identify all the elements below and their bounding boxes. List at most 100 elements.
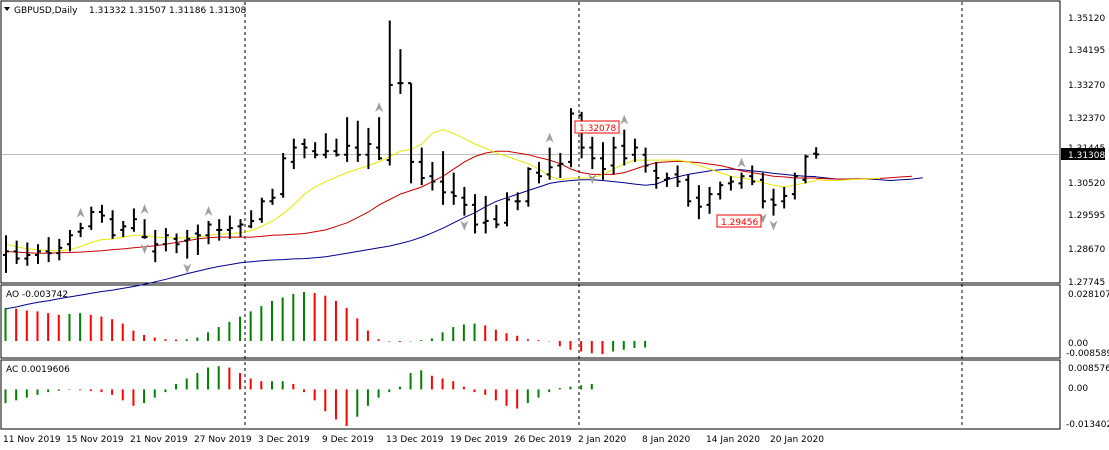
ohlc-bar <box>194 224 201 255</box>
ao-label: AO -0.003742 <box>6 290 68 300</box>
low-annotation: 1.29456 <box>721 218 758 228</box>
ohlc-bar <box>418 147 425 186</box>
time-tick: 21 Nov 2019 <box>130 435 188 445</box>
low-annotation-box <box>716 214 762 228</box>
ohlc-bar <box>717 181 724 200</box>
ohlc-bar <box>450 172 457 205</box>
ohlc-bar <box>408 82 415 184</box>
ao-tick: 0.028107 <box>1068 290 1109 300</box>
ohlc-bar <box>258 197 265 223</box>
ohlc-bar <box>162 228 169 252</box>
price-tick: 1.28670 <box>1068 245 1105 255</box>
ohlc-bar <box>461 186 468 216</box>
period-separators <box>244 2 963 428</box>
ohlc-bar <box>429 161 436 191</box>
fractal-up-arrow <box>76 207 85 218</box>
fractal-up-arrow <box>204 205 213 216</box>
current-price-label: 1.31308 <box>1068 151 1105 161</box>
fractal-up-arrow <box>375 102 384 113</box>
ma-red-line <box>5 150 817 254</box>
ohlc-bar <box>120 220 127 238</box>
triangle-down-icon[interactable] <box>4 7 10 11</box>
ohlc-bar <box>525 167 532 207</box>
ohlc-bar <box>141 219 148 239</box>
ohlc-bar <box>663 172 670 187</box>
ohlc-bar <box>685 174 692 207</box>
ohlc-bar <box>24 242 31 266</box>
ohlc-open: 1.31332 <box>89 6 126 16</box>
ao-tick: -0.008589 <box>1066 349 1109 359</box>
ohlc-bar <box>216 219 223 241</box>
time-tick: 15 Nov 2019 <box>66 435 124 445</box>
ao-tick: 0.00 <box>1068 339 1088 349</box>
ohlc-bar <box>376 117 383 161</box>
ohlc-bar <box>567 108 574 168</box>
ohlc-bar <box>653 161 660 189</box>
ohlc-bar <box>269 188 276 205</box>
ohlc-bar <box>802 154 809 184</box>
price-panel-content <box>2 20 1059 310</box>
fractal-up-arrow <box>737 157 746 168</box>
ohlc-bar <box>791 172 798 200</box>
ohlc-bar <box>706 186 713 214</box>
price-panel[interactable] <box>0 0 1061 284</box>
ohlc-bar <box>184 229 191 259</box>
ohlc-bar <box>365 127 372 170</box>
ohlc-bar <box>34 244 41 264</box>
ao-axis: 0.028107 0.00 -0.008589 <box>1066 290 1109 359</box>
ohlc-bar <box>504 192 511 227</box>
ohlc-bar <box>610 136 617 175</box>
ac-histogram <box>4 366 593 426</box>
time-tick: 14 Jan 2020 <box>706 435 760 445</box>
ohlc-bar <box>322 133 329 159</box>
ohlc-bar <box>3 235 9 273</box>
time-tick: 9 Dec 2019 <box>322 435 374 445</box>
current-price-badge <box>1061 148 1105 160</box>
price-tick: 1.27745 <box>1068 278 1105 288</box>
ohlc-bar <box>152 229 159 263</box>
ohlc-bar <box>248 210 255 229</box>
ohlc-bar <box>621 129 628 166</box>
ohlc-bar <box>536 161 542 184</box>
ohlc-bar <box>333 138 340 157</box>
ohlc-bar <box>514 192 521 211</box>
time-axis[interactable]: 11 Nov 2019 15 Nov 2019 21 Nov 2019 27 N… <box>3 435 824 445</box>
ohlc-bar <box>109 210 116 239</box>
ohlc-high: 1.31507 <box>129 6 166 16</box>
fractal-down-arrow <box>769 220 778 231</box>
ohlc-bar <box>77 222 84 238</box>
symbol-label: GBPUSD,Daily <box>14 6 78 16</box>
price-tick: 1.35120 <box>1068 14 1105 24</box>
ac-tick: 0.00 <box>1068 384 1088 394</box>
ac-label: AC 0.0019606 <box>6 365 70 375</box>
ohlc-bar <box>759 172 766 209</box>
price-tick: 1.34195 <box>1068 46 1105 56</box>
time-tick: 8 Jan 2020 <box>642 435 690 445</box>
ac-tick: -0.013402 <box>1066 420 1109 430</box>
fractal-up-arrow <box>545 132 554 143</box>
ma-yellow-tail <box>816 177 881 181</box>
ohlc-bar <box>440 151 447 205</box>
ohlc-bar <box>589 136 596 170</box>
time-tick: 27 Nov 2019 <box>194 435 252 445</box>
ohlc-bar <box>578 111 585 159</box>
ac-panel[interactable] <box>0 359 1061 430</box>
time-tick: 26 Dec 2019 <box>514 435 572 445</box>
ohlc-bar <box>312 142 319 159</box>
ohlc-bar <box>237 219 244 238</box>
high-annotation-box <box>574 120 620 134</box>
ohlc-bar <box>599 142 606 180</box>
ao-panel[interactable] <box>0 284 1061 359</box>
ohlc-bar <box>397 49 404 94</box>
ohlc-bar <box>631 138 638 162</box>
ac-axis: 0.008576 0.00 -0.013402 <box>1066 364 1109 430</box>
fractal-up-arrow <box>620 114 629 125</box>
ohlc-bar <box>88 206 95 230</box>
time-tick: 20 Jan 2020 <box>770 435 824 445</box>
time-tick: 3 Dec 2019 <box>258 435 310 445</box>
ohlc-bar <box>674 165 681 187</box>
time-tick: 11 Nov 2019 <box>3 435 61 445</box>
ohlc-bar <box>749 165 756 186</box>
fractal-up-arrow <box>140 204 149 215</box>
